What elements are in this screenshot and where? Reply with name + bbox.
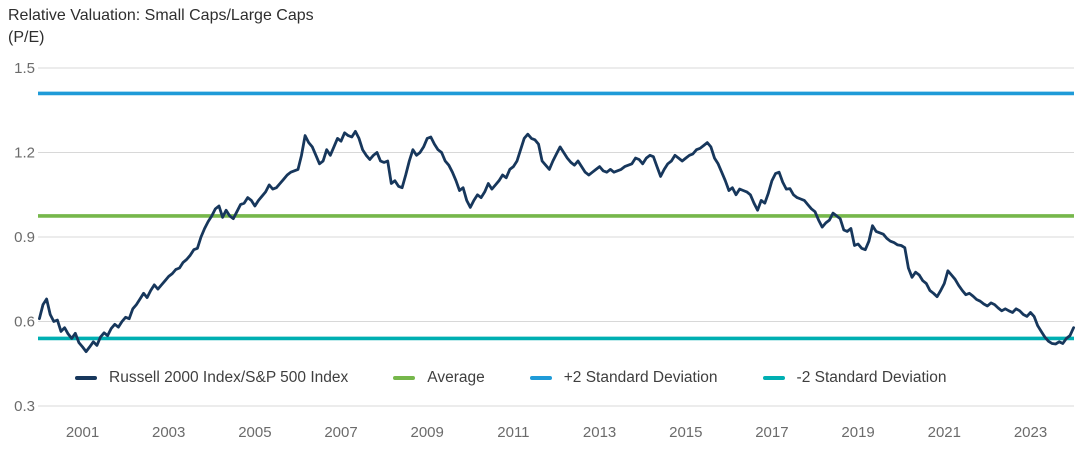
x-tick-label: 2005 bbox=[238, 424, 271, 441]
legend-item-russell-2000: Russell 2000 Index/S&P 500 Index bbox=[75, 369, 348, 387]
legend-label-minus2sd: -2 Standard Deviation bbox=[796, 369, 947, 386]
x-tick-label: 2013 bbox=[583, 424, 616, 441]
x-tick-label: 2011 bbox=[497, 424, 529, 441]
legend-swatch-plus2sd bbox=[529, 376, 552, 380]
y-tick-label: 1.5 bbox=[14, 60, 35, 77]
legend-label-average: Average bbox=[427, 369, 485, 386]
x-tick-label: 2015 bbox=[669, 424, 702, 441]
legend-label-plus2sd: +2 Standard Deviation bbox=[563, 369, 718, 386]
legend-item-average: Average bbox=[393, 369, 485, 387]
x-tick-label: 2021 bbox=[928, 424, 961, 441]
y-tick-label: 0.9 bbox=[14, 229, 35, 246]
x-tick-label: 2023 bbox=[1014, 424, 1047, 441]
y-tick-label: 0.6 bbox=[14, 314, 35, 331]
chart-subtitle: (P/E) bbox=[8, 29, 45, 46]
y-tick-label: 1.2 bbox=[14, 145, 35, 162]
x-tick-label: 2007 bbox=[324, 424, 357, 441]
chart-title: Relative Valuation: Small Caps/Large Cap… bbox=[8, 7, 314, 24]
chart-title-block: Relative Valuation: Small Caps/Large Cap… bbox=[8, 5, 314, 49]
legend-item-plus2sd: +2 Standard Deviation bbox=[529, 369, 718, 387]
x-tick-label: 2017 bbox=[755, 424, 788, 441]
x-tick-label: 2019 bbox=[841, 424, 874, 441]
legend-swatch-russell-2000 bbox=[75, 376, 97, 380]
legend-swatch-average bbox=[393, 376, 416, 380]
x-tick-label: 2001 bbox=[66, 424, 99, 441]
legend-label-russell-2000: Russell 2000 Index/S&P 500 Index bbox=[109, 369, 349, 386]
legend-item-minus2sd: -2 Standard Deviation bbox=[762, 369, 947, 387]
russell-sp500-ratio-line bbox=[38, 129, 1075, 354]
x-tick-label: 2003 bbox=[152, 424, 185, 441]
y-tick-label: 0.3 bbox=[14, 398, 35, 415]
x-tick-label: 2009 bbox=[411, 424, 444, 441]
chart-legend: Russell 2000 Index/S&P 500 Index Average… bbox=[75, 369, 946, 387]
legend-swatch-minus2sd bbox=[762, 376, 785, 380]
